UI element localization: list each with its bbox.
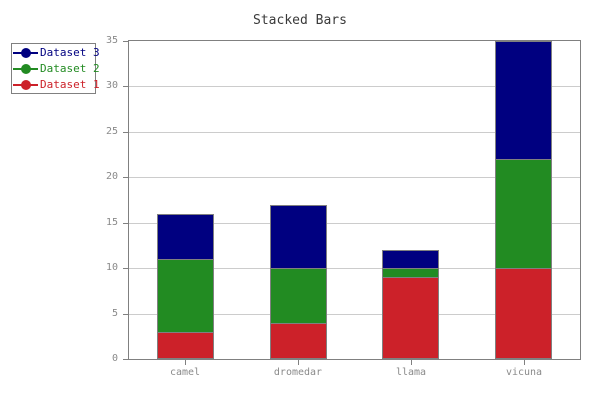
legend-item-dataset-3: Dataset 3 (13, 45, 100, 61)
gridline-y-15 (129, 223, 580, 224)
legend: Dataset 3 Dataset 2 Dataset 1 (11, 43, 100, 94)
y-tick-label-25: 25 (105, 126, 118, 137)
x-tick-label-vicuna: vicuna (505, 367, 543, 378)
y-tick-label-15: 15 (105, 217, 118, 228)
gridline-y-20 (129, 177, 580, 178)
legend-item-dataset-1: Dataset 1 (13, 77, 100, 93)
legend-label: Dataset 3 (40, 46, 100, 59)
bar-segment-camel-dataset-1 (157, 332, 214, 359)
y-tick-5 (123, 314, 128, 315)
y-tick-label-10: 10 (105, 262, 118, 273)
chart-title: Stacked Bars (253, 13, 347, 28)
bar-segment-llama-dataset-2 (382, 268, 439, 278)
y-tick-25 (123, 132, 128, 133)
legend-label: Dataset 2 (40, 62, 100, 75)
plot-area (128, 40, 581, 360)
y-tick-label-35: 35 (105, 35, 118, 46)
bar-segment-dromedar-dataset-3 (270, 205, 327, 269)
bar-segment-vicuna-dataset-1 (495, 268, 552, 359)
legend-dot-marker-icon (21, 80, 31, 90)
x-tick-label-llama: llama (395, 367, 427, 378)
x-tick-vicuna (524, 360, 525, 365)
legend-dot-marker-icon (21, 64, 31, 74)
legend-dot-marker-icon (21, 48, 31, 58)
bar-segment-dromedar-dataset-2 (270, 268, 327, 324)
y-tick-label-5: 5 (111, 308, 118, 319)
legend-item-dataset-2: Dataset 2 (13, 61, 100, 77)
bar-segment-camel-dataset-3 (157, 214, 214, 260)
x-tick-label-camel: camel (169, 367, 201, 378)
y-tick-label-30: 30 (105, 80, 118, 91)
bar-segment-llama-dataset-3 (382, 250, 439, 269)
bar-segment-camel-dataset-2 (157, 259, 214, 333)
y-tick-20 (123, 177, 128, 178)
x-tick-dromedar (298, 360, 299, 365)
y-tick-15 (123, 223, 128, 224)
gridline-y-25 (129, 132, 580, 133)
bar-segment-llama-dataset-1 (382, 277, 439, 359)
y-tick-35 (123, 41, 128, 42)
bar-segment-vicuna-dataset-3 (495, 41, 552, 160)
gridline-y-30 (129, 86, 580, 87)
x-tick-camel (185, 360, 186, 365)
legend-label: Dataset 1 (40, 78, 100, 91)
gridline-y-5 (129, 314, 580, 315)
bar-segment-vicuna-dataset-2 (495, 159, 552, 269)
y-tick-0 (123, 359, 128, 360)
gridline-y-10 (129, 268, 580, 269)
bar-segment-dromedar-dataset-1 (270, 323, 327, 359)
y-tick-10 (123, 268, 128, 269)
x-tick-llama (411, 360, 412, 365)
y-tick-label-0: 0 (111, 353, 118, 364)
y-tick-30 (123, 86, 128, 87)
x-tick-label-dromedar: dromedar (273, 367, 323, 378)
y-tick-label-20: 20 (105, 171, 118, 182)
